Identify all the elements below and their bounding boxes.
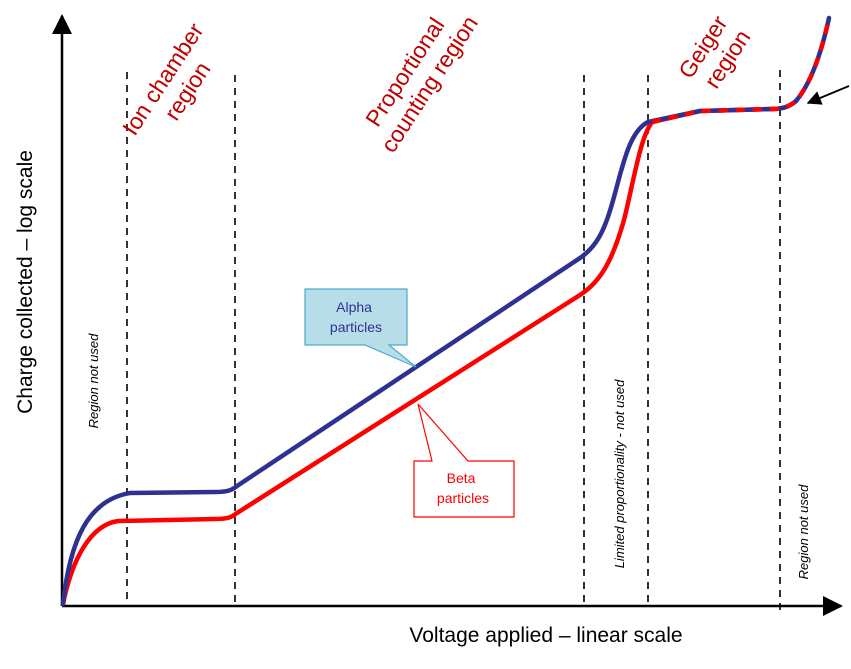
region-label-geiger: Geiger region [673, 6, 759, 98]
note-region-not-used-left: Region not used [86, 333, 101, 428]
region-label-ion-chamber: Ion chamber region [117, 13, 235, 154]
alpha-callout-text: Alpha particles [330, 299, 382, 335]
discharge-pointer-arrow [806, 85, 850, 105]
beta-callout-box [413, 403, 515, 518]
region-boundaries [126, 70, 781, 610]
alpha-curve [60, 98, 799, 607]
note-limited-proportionality: Limited proportionality - not used [612, 379, 627, 568]
note-region-not-used-right: Region not used [796, 484, 811, 579]
beta-callout-text: Beta particles [437, 470, 489, 506]
alpha-callout-box [304, 288, 417, 368]
geiger-overlap-dashes [651, 17, 832, 125]
beta-curve [60, 98, 799, 607]
region-label-proportional: Proportional counting region [353, 0, 483, 157]
y-axis-title: Charge collected – log scale [14, 150, 37, 414]
alpha-callout: Alpha particles [304, 288, 417, 368]
x-axis-title: Voltage applied – linear scale [409, 624, 682, 647]
beta-callout: Beta particles [413, 403, 515, 518]
